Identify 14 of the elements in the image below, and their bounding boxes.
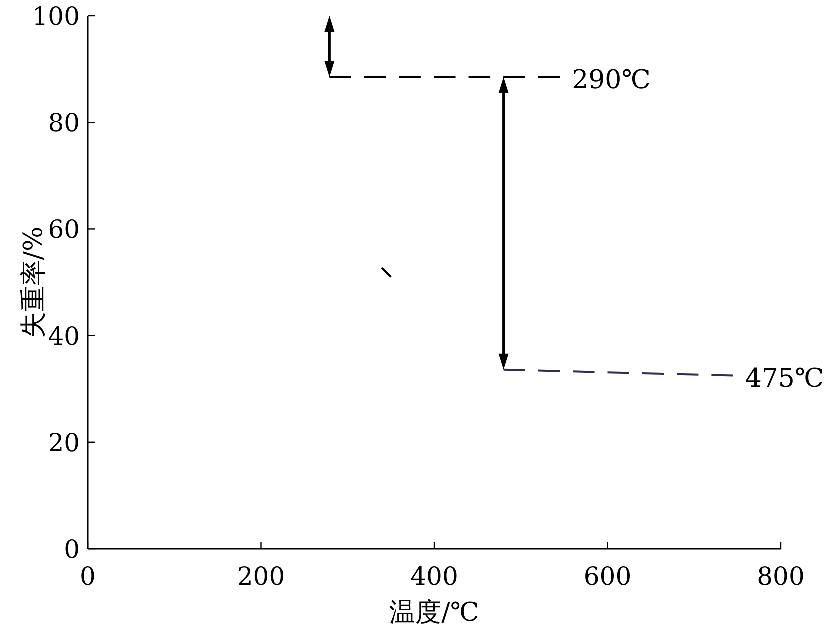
y-tick-label: 40 — [48, 322, 80, 351]
x-tick-label: 400 — [410, 562, 458, 591]
annotation: 290℃ — [572, 65, 651, 96]
y-tick-label: 60 — [48, 215, 80, 244]
y-tick-label: 80 — [48, 108, 80, 138]
x-tick-label: 800 — [757, 562, 805, 591]
y-tick-label: 20 — [48, 428, 80, 458]
x-axis-title: 温度/℃ — [390, 598, 480, 627]
x-tick-label: 600 — [584, 562, 632, 591]
y-axis-title: 失重率/% — [19, 226, 49, 338]
y-tick-label: 100 — [32, 2, 80, 31]
x-tick-label: 200 — [237, 562, 286, 591]
annotation: 475℃ — [745, 364, 824, 394]
y-tick-label: 0 — [64, 535, 80, 564]
